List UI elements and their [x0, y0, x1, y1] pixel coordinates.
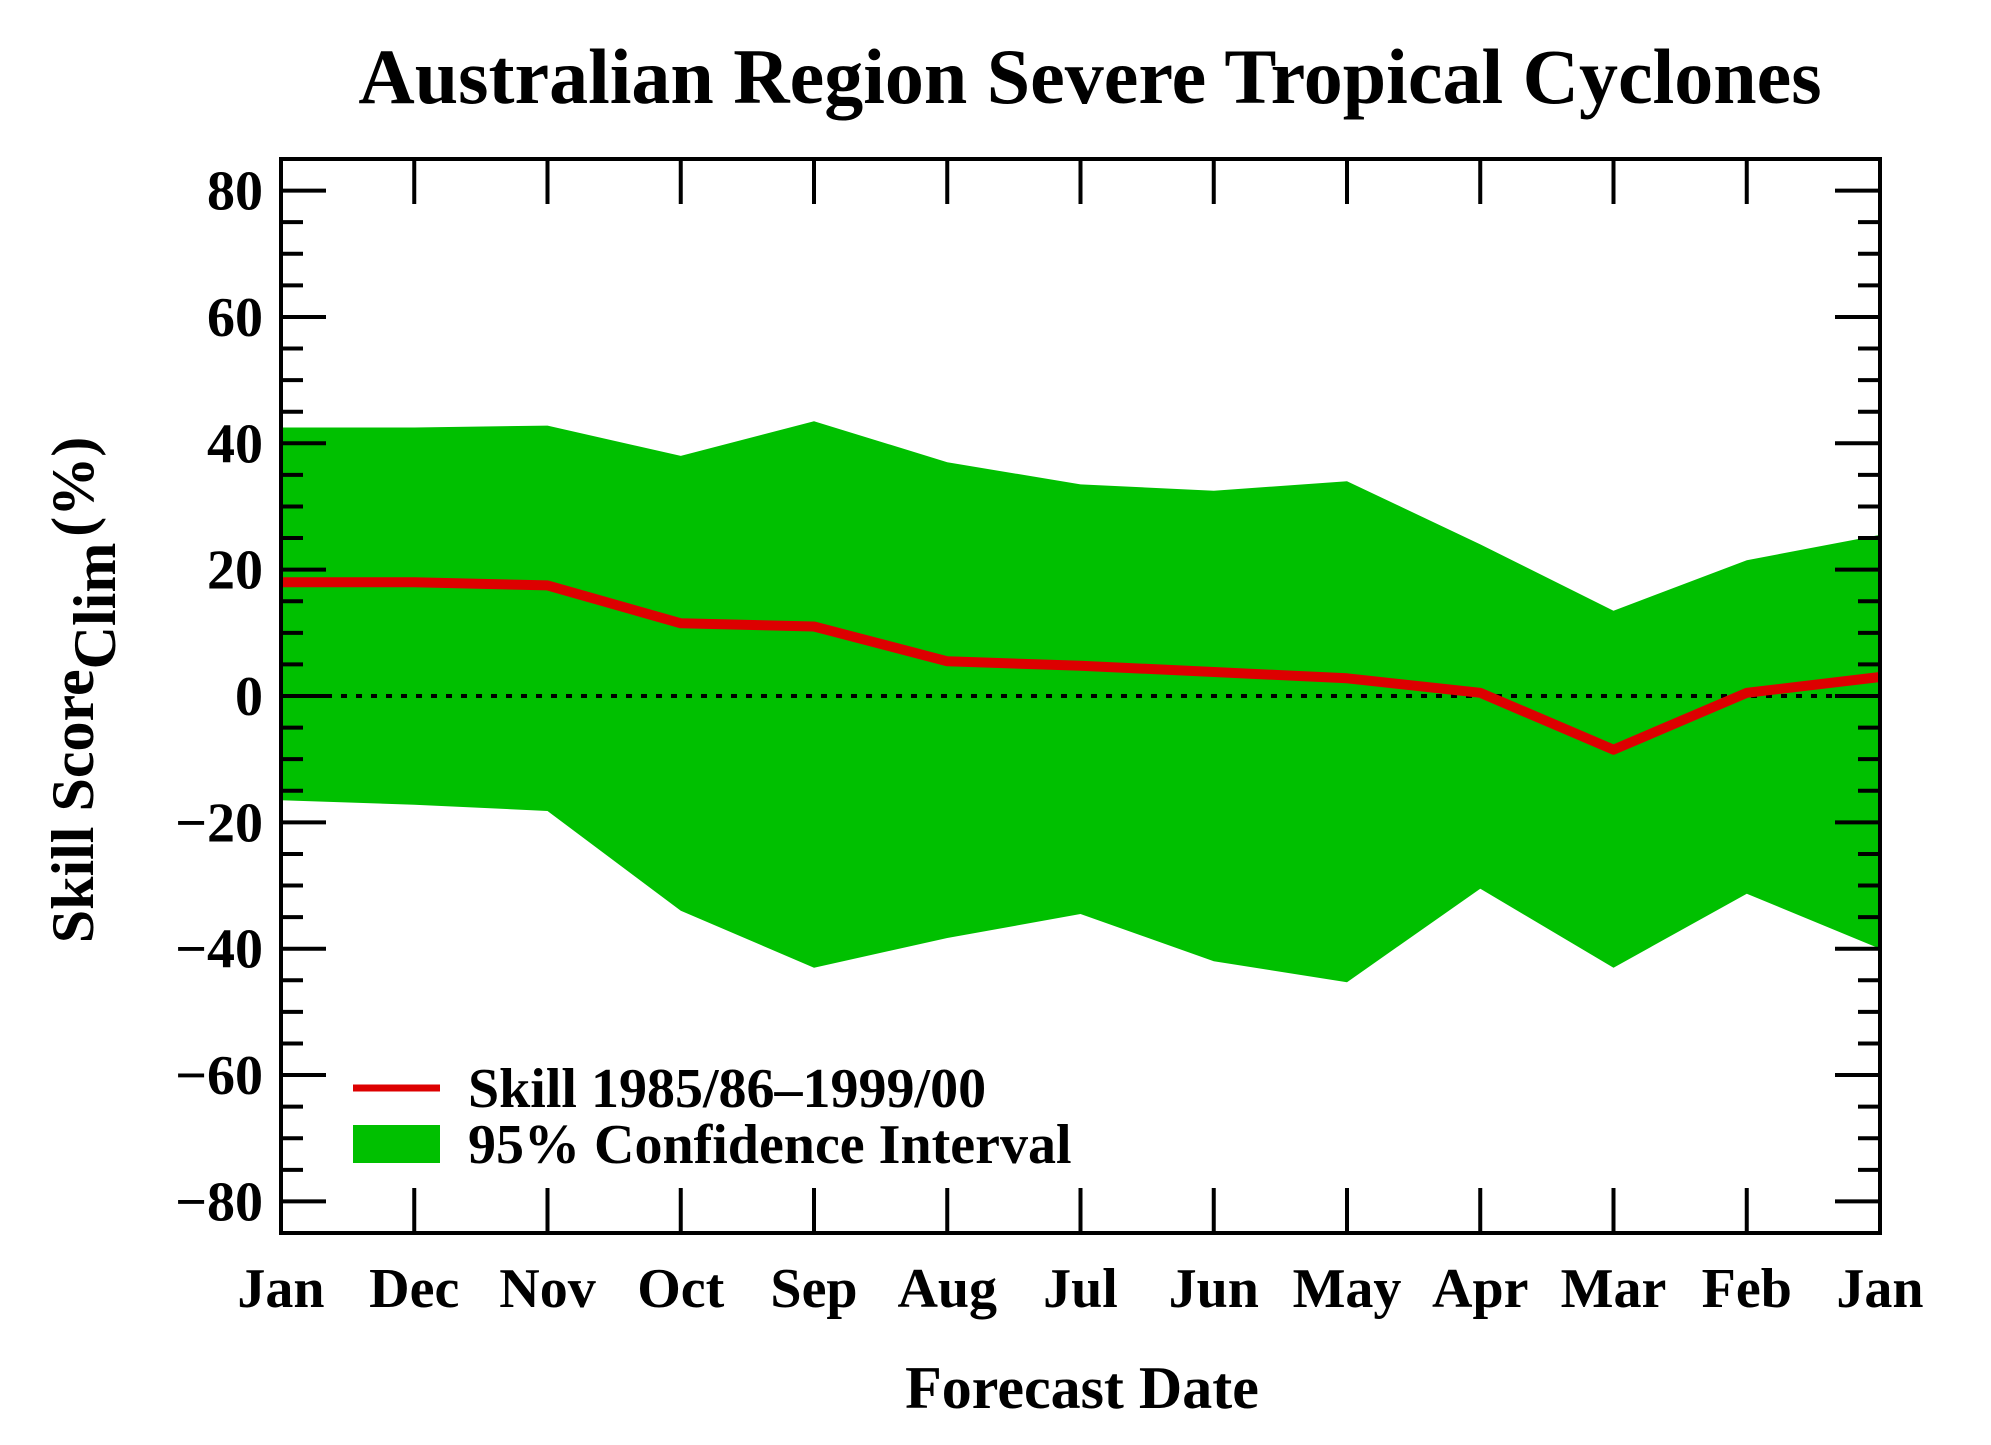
y-tick-label: −20: [175, 792, 263, 854]
y-tick-label: 20: [207, 540, 263, 602]
y-axis-label: Skill ScoreClim(%): [40, 437, 128, 944]
y-tick-label: −80: [175, 1171, 263, 1233]
legend-skill-label: Skill 1985/86–1999/00: [468, 1058, 986, 1120]
x-tick-label: Dec: [369, 1258, 459, 1320]
x-tick-label: May: [1293, 1258, 1402, 1320]
y-tick-label: −40: [175, 919, 263, 981]
x-axis-label: Forecast Date: [905, 1355, 1259, 1421]
x-tick-label: Jan: [237, 1258, 324, 1320]
x-tick-label: Sep: [770, 1258, 857, 1320]
skill-point: [1346, 677, 1348, 680]
confidence-interval-band: [281, 421, 1880, 983]
skill-point: [1079, 664, 1082, 667]
y-axis-label-main: Skill Score: [40, 669, 106, 943]
skill-point: [1612, 748, 1615, 751]
skill-point: [946, 660, 949, 663]
skill-point: [813, 625, 815, 628]
x-tick-label: Nov: [499, 1258, 595, 1320]
skill-point: [679, 622, 682, 625]
legend: Skill 1985/86–1999/00 95% Confidence Int…: [353, 1058, 1072, 1176]
skill-point: [1745, 691, 1748, 694]
y-tick-label: 80: [207, 161, 263, 223]
x-tick-label: Apr: [1432, 1258, 1528, 1320]
axis-ticks: [279, 159, 1882, 1233]
y-tick-label: −60: [175, 1045, 263, 1107]
x-tick-label: Aug: [897, 1258, 997, 1320]
skill-point: [1479, 691, 1482, 694]
x-tick-label: Jan: [1836, 1258, 1923, 1320]
y-axis-label-subscript: Clim: [62, 543, 128, 670]
x-tick-label: Feb: [1702, 1258, 1792, 1320]
legend-confidence-label: 95% Confidence Interval: [468, 1114, 1072, 1176]
y-tick-label: 40: [207, 413, 263, 475]
y-tick-label: 0: [235, 666, 263, 728]
y-tick-labels: −80 −60 −40 −20 0 20 40 60 80: [175, 161, 263, 1234]
y-axis-label-unit: (%): [40, 437, 106, 537]
legend-band-swatch: [353, 1125, 440, 1163]
y-tick-label: 60: [207, 287, 263, 349]
chart-title: Australian Region Severe Tropical Cyclon…: [358, 33, 1821, 120]
skill-point: [413, 581, 416, 584]
plot-area: [279, 157, 1882, 1235]
x-tick-label: Mar: [1561, 1258, 1667, 1320]
x-tick-label: Jun: [1169, 1258, 1259, 1320]
skill-point: [546, 584, 549, 587]
skill-point: [1212, 670, 1215, 673]
x-tick-label: Jul: [1043, 1258, 1118, 1320]
x-tick-labels: Jan Dec Nov Oct Sep Aug Jul Jun May Apr Mar Feb Jan: [237, 1258, 1923, 1320]
x-tick-label: Oct: [637, 1258, 724, 1320]
